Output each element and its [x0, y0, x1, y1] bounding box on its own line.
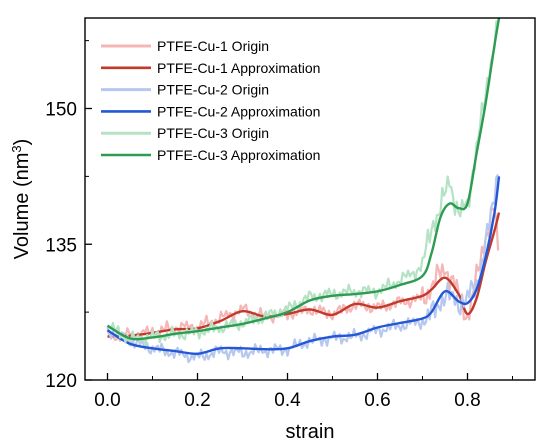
legend-ptfe-cu-1-origin: PTFE-Cu-1 Origin: [101, 38, 269, 54]
legend-ptfe-cu-3-origin: PTFE-Cu-3 Origin: [101, 125, 269, 141]
legend-ptfe-cu-3-origin-label: PTFE-Cu-3 Origin: [157, 125, 269, 141]
y-tick-label: 135: [45, 235, 77, 256]
series-ptfe-cu-1-origin-line: [106, 207, 500, 342]
y-tick-label: 120: [45, 371, 77, 392]
x-axis: 0.0 0.2 0.4 0.6 0.8: [94, 373, 513, 411]
legend-ptfe-cu-1-origin-label: PTFE-Cu-1 Origin: [157, 38, 269, 54]
legend-ptfe-cu-2-origin-label: PTFE-Cu-2 Origin: [157, 82, 269, 98]
x-tick-label: 0.8: [454, 390, 480, 411]
legend-ptfe-cu-1-approximation-label: PTFE-Cu-1 Approximation: [157, 60, 320, 76]
x-tick-label: 0.6: [364, 390, 390, 411]
series-ptfe-cu-3-origin-line: [106, 20, 500, 346]
legend-ptfe-cu-3-approximation-label: PTFE-Cu-3 Approximation: [157, 147, 320, 163]
series-ptfe-cu-2-origin-line: [106, 173, 500, 364]
x-tick-label: 0.2: [184, 390, 210, 411]
x-tick-label: 0.4: [274, 390, 301, 411]
legend-ptfe-cu-2-approximation-label: PTFE-Cu-2 Approximation: [157, 103, 320, 119]
plot-frame: [84, 17, 536, 381]
legend-ptfe-cu-3-approximation: PTFE-Cu-3 Approximation: [101, 147, 320, 163]
x-axis-label: strain: [286, 421, 335, 443]
y-tick-label: 150: [45, 100, 77, 121]
legend-ptfe-cu-2-origin: PTFE-Cu-2 Origin: [101, 82, 269, 98]
legend-ptfe-cu-1-approximation: PTFE-Cu-1 Approximation: [101, 60, 320, 76]
legend: PTFE-Cu-1 Origin PTFE-Cu-1 Approximation P…: [101, 38, 320, 163]
x-tick-label: 0.0: [94, 390, 120, 411]
y-axis-label: Volume (nm3): [9, 139, 34, 260]
series-ptfe-cu-3-approximation-line: [106, 18, 501, 341]
series-ptfe-cu-2-approximation-line: [106, 176, 501, 356]
legend-ptfe-cu-2-approximation: PTFE-Cu-2 Approximation: [101, 103, 320, 119]
series-layer: [106, 18, 501, 364]
y-axis: 120 135 150: [45, 40, 92, 392]
